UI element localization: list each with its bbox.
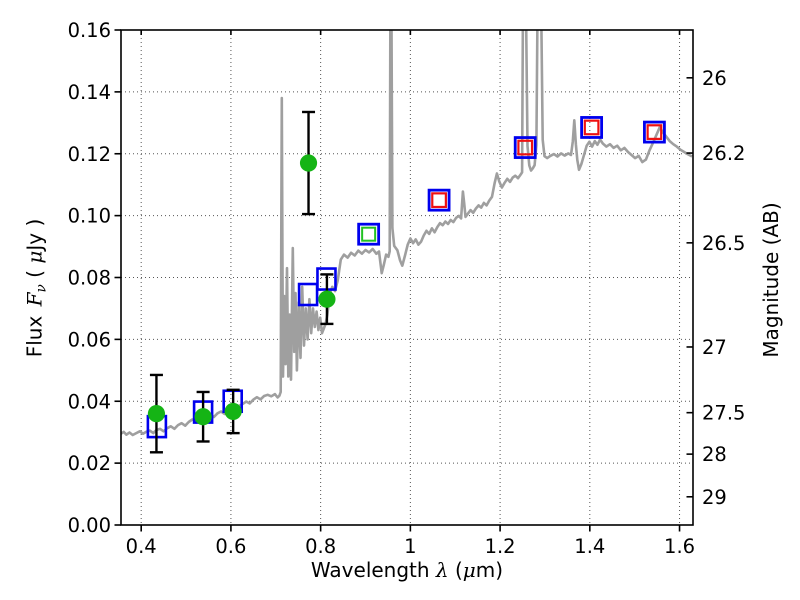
- y-tick-label-left: 0.02: [68, 452, 111, 475]
- red-square-marker: [517, 139, 534, 156]
- green-circle-marker: [194, 408, 212, 426]
- nu-subscript: ν: [33, 284, 50, 293]
- x-axis-title-text: Wavelength: [310, 558, 436, 582]
- y-tick-label-right: 26.5: [702, 232, 745, 255]
- y-tick-label-right: 26.2: [702, 142, 745, 165]
- x-tick-label: 1: [404, 535, 416, 558]
- blue-square-marker: [580, 116, 604, 139]
- blue-square-marker: [643, 120, 666, 144]
- y-tick-label-right: 29: [702, 486, 727, 509]
- y-tick-label-left: 0.14: [68, 81, 111, 104]
- y-tick-label-right: 26: [702, 67, 727, 90]
- y-tick-label-left: 0.04: [68, 390, 111, 413]
- y-tick-label-right: 27: [702, 336, 727, 359]
- green-circle-marker: [318, 290, 336, 308]
- blue-square-marker: [513, 136, 537, 159]
- x-tick-label: 0.8: [305, 535, 336, 558]
- blue-square-marker: [357, 222, 381, 246]
- flux-symbol: F: [22, 292, 47, 307]
- blue-square-marker: [427, 188, 451, 212]
- y-tick-label-left: 0.00: [68, 514, 111, 537]
- y-tick-label-left: 0.10: [68, 205, 111, 228]
- left-y-axis-title: Flux Fν ( μJy ): [22, 218, 50, 358]
- green-square-marker: [361, 226, 377, 242]
- y-tick-label-left: 0.06: [68, 328, 111, 351]
- mu-symbol: μ: [462, 558, 476, 582]
- y-tick-label-left: 0.12: [68, 143, 111, 166]
- x-tick-label: 1.4: [574, 535, 605, 558]
- x-tick-label: 0.4: [126, 535, 157, 558]
- red-square-marker: [583, 119, 600, 136]
- blue-square-marker: [297, 282, 319, 307]
- red-square-marker: [646, 124, 663, 140]
- right-y-axis-title: Magnitude (AB): [759, 202, 783, 358]
- green-circle-marker: [224, 402, 242, 421]
- x-tick-label: 1.2: [485, 535, 516, 558]
- green-circle-marker: [147, 405, 166, 423]
- x-axis-title: Wavelength λ (μm): [310, 558, 504, 582]
- y-tick-label-left: 0.08: [68, 267, 111, 290]
- green-circle-marker: [299, 154, 318, 172]
- x-tick-label: 0.6: [215, 535, 246, 558]
- y-tick-label-left: 0.16: [68, 19, 111, 42]
- model-spectrum-line: [121, 30, 693, 437]
- plot-frame: [120, 29, 694, 526]
- x-tick-label: 1.6: [664, 535, 695, 558]
- y-tick-label-right: 28: [702, 443, 727, 466]
- red-square-marker: [431, 192, 447, 209]
- mu-symbol: μ: [22, 250, 47, 264]
- lambda-symbol: λ: [435, 558, 449, 582]
- y-tick-label-right: 27.5: [702, 402, 745, 425]
